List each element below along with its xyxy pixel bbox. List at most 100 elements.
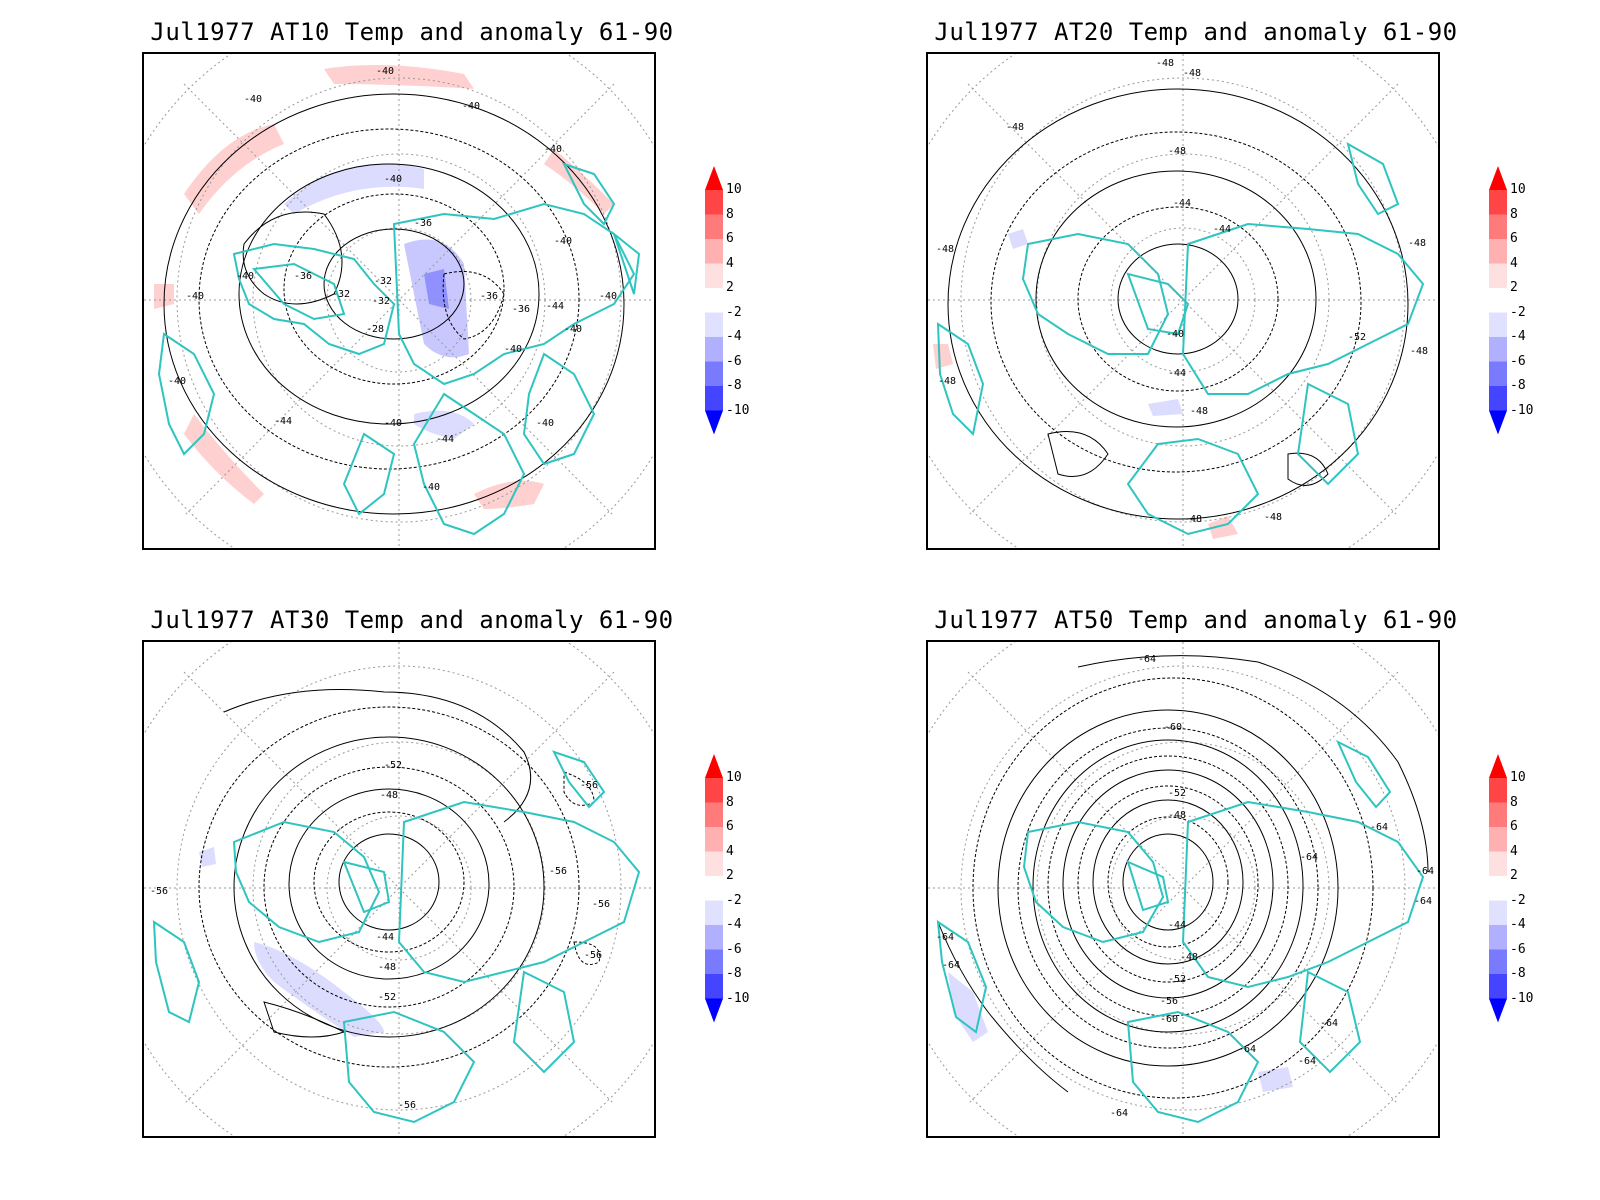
colorbar-segment	[1489, 386, 1507, 411]
colorbar-segment	[705, 876, 723, 901]
colorbar-tick-label: -10	[726, 402, 750, 418]
colorbar-segment	[705, 827, 723, 852]
map-canvas: -40 -40 -40 -40 -40 -40 -36 -36 -32 -32 …	[144, 54, 654, 548]
contour-label: -48	[1410, 346, 1428, 357]
colorbar-min-arrow	[705, 998, 723, 1023]
colorbar-segment	[1489, 974, 1507, 999]
colorbar-max-arrow	[1489, 166, 1507, 190]
contour-label: -40	[544, 144, 562, 155]
colorbar-segment	[1489, 239, 1507, 264]
polar-map: -40 -40 -40 -40 -40 -40 -36 -36 -32 -32 …	[142, 52, 656, 550]
colorbar-segment	[705, 925, 723, 950]
colorbar-tick-label: 6	[1510, 819, 1518, 834]
colorbar-max-arrow	[705, 166, 723, 190]
colorbar-scale	[1489, 754, 1507, 1023]
colorbar-tick-label: -10	[726, 990, 750, 1006]
colorbar-tick-label: 6	[726, 819, 734, 834]
contour-label: -48	[1156, 58, 1174, 69]
contour-label: -48	[378, 962, 396, 973]
colorbar-segment	[705, 239, 723, 264]
contour-label: -48	[1168, 810, 1186, 821]
colorbar-tick-label: -4	[1510, 329, 1526, 344]
contour-label: -40	[554, 236, 572, 247]
colorbar-tick-label: -8	[1510, 966, 1526, 981]
colorbar-max-arrow	[705, 754, 723, 778]
contour-label: -48	[936, 244, 954, 255]
contour-label: -64	[1238, 1044, 1256, 1055]
contour-label: -56	[1160, 996, 1178, 1007]
contour-label: -40	[384, 174, 402, 185]
contour-label: -56	[549, 866, 567, 877]
contour-label: -56	[150, 886, 168, 897]
colorbar-tick-label: 8	[1510, 794, 1518, 810]
contour-label: -32	[374, 276, 392, 287]
contour-label: -48	[1190, 406, 1208, 417]
colorbar: 10 8 6 4 2 -2 -4 -6 -8 -10	[702, 164, 762, 454]
colorbar-segment	[705, 361, 723, 386]
colorbar-tick-label: -10	[1510, 990, 1534, 1006]
contour-label: -64	[1300, 852, 1318, 863]
colorbar-segment	[1489, 802, 1507, 827]
colorbar-segment	[705, 263, 723, 288]
colorbar-tick-label: 2	[1510, 868, 1518, 883]
colorbar-segment	[705, 386, 723, 411]
contour-label: -52	[384, 760, 402, 771]
colorbar-scale	[705, 166, 723, 435]
contour-label: -48	[1168, 146, 1186, 157]
colorbar-tick-label: 2	[1510, 280, 1518, 295]
colorbar-segment	[1489, 312, 1507, 337]
colorbar-tick-label: 8	[726, 206, 734, 222]
colorbar-segment	[1489, 925, 1507, 950]
contour-label: -36	[294, 271, 312, 282]
colorbar-tick-label: -10	[1510, 402, 1534, 418]
colorbar-segment	[705, 312, 723, 337]
colorbar-segment	[1489, 827, 1507, 852]
polar-map: -52 -48 -56 -56 -56 -56 -56 -44 -48 -52 …	[142, 640, 656, 1138]
contour-label: -40	[564, 324, 582, 335]
contour-label: -40	[599, 291, 617, 302]
colorbar-tick-label: -4	[1510, 917, 1526, 932]
colorbar-segment	[705, 288, 723, 313]
map-canvas: -64 -60 -52 -48 -64 -64 -64 -64 -44 -48 …	[928, 642, 1438, 1136]
colorbar-tick-label: -6	[1510, 353, 1526, 369]
colorbar-tick-label: -8	[726, 966, 742, 981]
colorbar-tick-label: -2	[1510, 304, 1526, 320]
colorbar-segment	[705, 778, 723, 803]
panel-title: Jul1977 AT20 Temp and anomaly 61-90	[934, 18, 1458, 46]
contour-label: -64	[1370, 822, 1388, 833]
contour-label: -40	[236, 271, 254, 282]
contour-label: -52	[1348, 332, 1366, 343]
contour-label: -56	[592, 899, 610, 910]
contour-label: -40	[244, 94, 262, 105]
contour-label: -64	[936, 932, 954, 943]
colorbar-segment	[705, 949, 723, 974]
colorbar-tick-label: 10	[726, 182, 742, 197]
contour-label: -44	[1168, 368, 1186, 379]
colorbar-tick-label: -2	[726, 892, 742, 908]
contour-label: -44	[1168, 920, 1186, 931]
colorbar-min-arrow	[705, 410, 723, 435]
contour-label: -40	[462, 101, 480, 112]
panel-title: Jul1977 AT10 Temp and anomaly 61-90	[150, 18, 674, 46]
colorbar: 10 8 6 4 2 -2 -4 -6 -8 -10	[1486, 752, 1546, 1042]
contour-label: -40	[536, 418, 554, 429]
colorbar-segment	[1489, 851, 1507, 876]
colorbar-segment	[705, 214, 723, 239]
contour-label: -36	[414, 218, 432, 229]
colorbar-tick-label: -2	[1510, 892, 1526, 908]
colorbar-segment	[1489, 190, 1507, 215]
contour-label: -44	[274, 416, 292, 427]
colorbar-tick-label: -6	[726, 941, 742, 957]
colorbar: 10 8 6 4 2 -2 -4 -6 -8 -10	[702, 752, 762, 1042]
colorbar-tick-label: 6	[1510, 231, 1518, 246]
panel-at10: Jul1977 AT10 Temp and anomaly 61-90	[142, 18, 762, 578]
contour-label: -40	[168, 376, 186, 387]
colorbar-segment	[1489, 288, 1507, 313]
polar-map: -48 -48 -48 -48 -44 -44 -48 -48 -40 -44 …	[926, 52, 1440, 550]
colorbar-segment	[705, 337, 723, 362]
colorbar-segment	[705, 802, 723, 827]
contour-label: -64	[942, 960, 960, 971]
contour-label: -48	[1408, 238, 1426, 249]
contour-label: -32	[372, 296, 390, 307]
colorbar-tick-label: 10	[1510, 770, 1526, 785]
